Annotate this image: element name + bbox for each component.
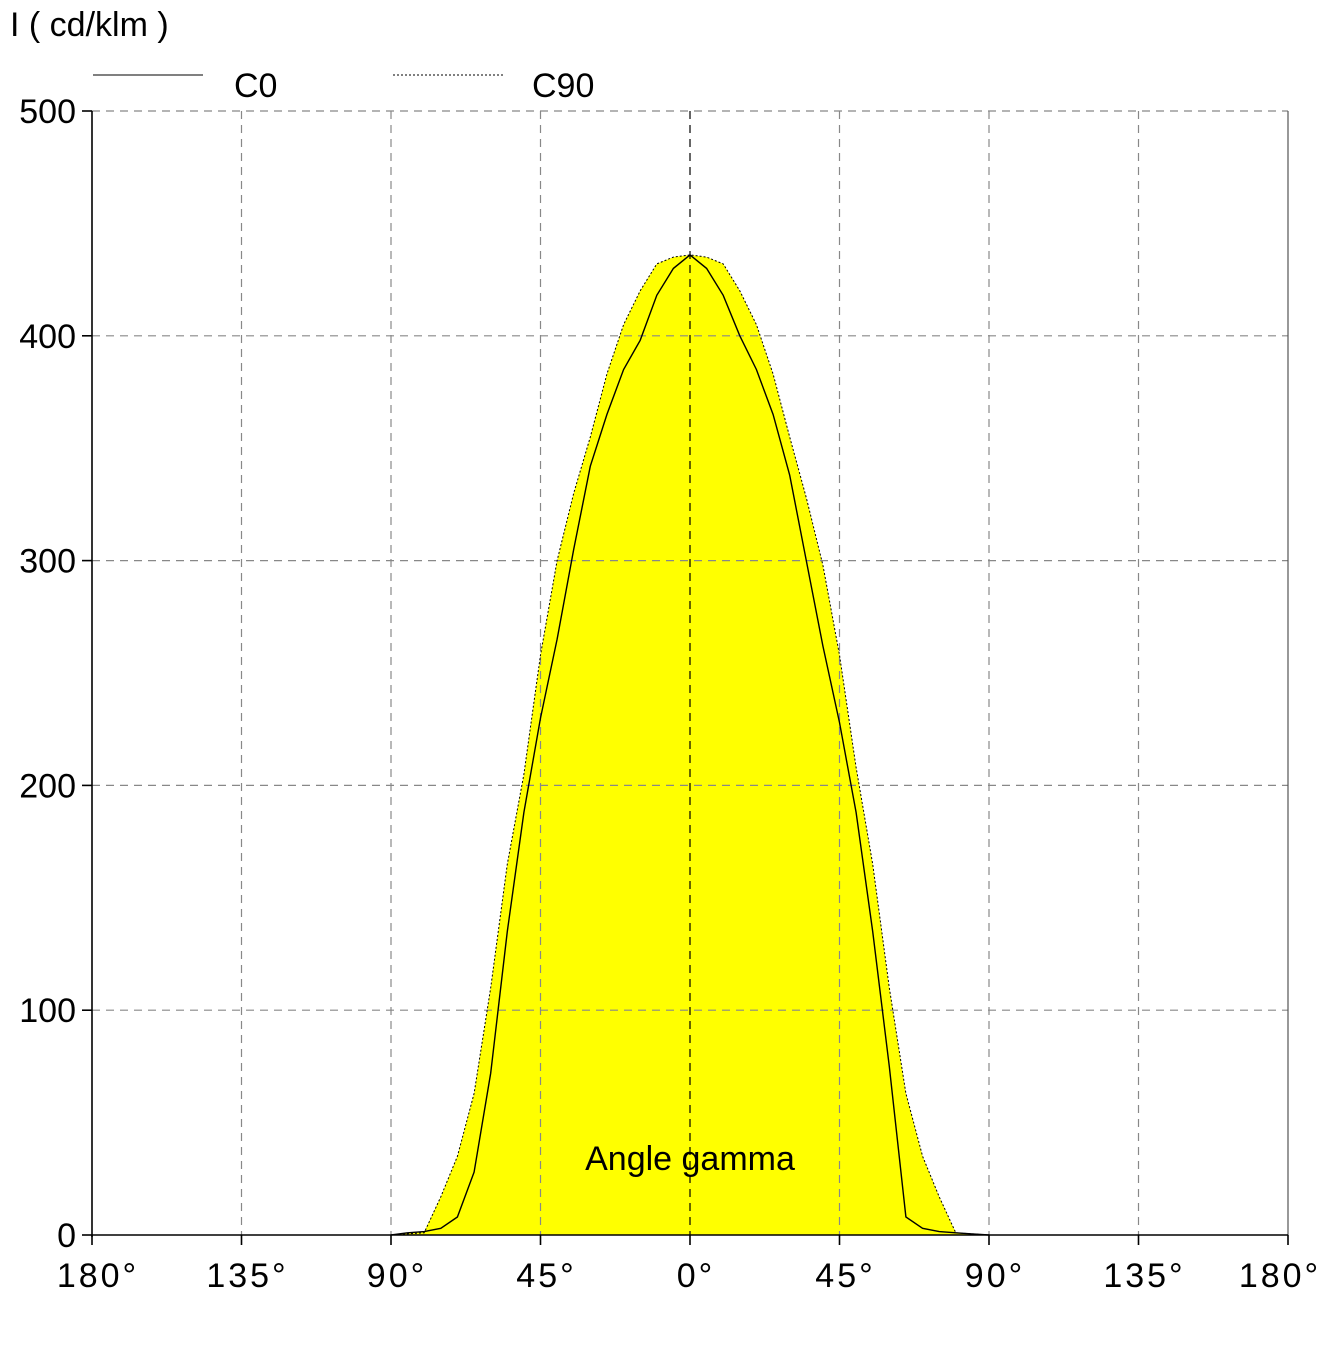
y-tick-label: 400 [19,318,76,356]
series-line-c90 [390,254,990,1236]
grid [92,110,1289,1235]
legend: C0 C90 [93,67,594,105]
x-tick-label: 135° [1103,1257,1185,1295]
x-tick-label: 135° [206,1257,288,1295]
y-tick-label: 100 [19,992,76,1030]
legend-label-c90: C90 [532,67,594,105]
x-axis-label: Angle gamma [585,1140,795,1178]
x-tick-label: 180° [57,1257,139,1295]
series-lines [390,253,990,1236]
x-tick-label: 0° [677,1257,716,1295]
y-tick-labels: 0 100 200 300 400 500 [19,93,76,1255]
x-tick-labels: 180° 135° 90° 45° 0° 45° 90° 135° 180° [57,1257,1321,1295]
x-tick-label: 45° [815,1257,875,1295]
x-tick-label: 90° [965,1257,1025,1295]
axes [82,110,1289,1245]
series-line-c0 [390,253,990,1236]
x-tick-label: 45° [516,1257,576,1295]
y-tick-label: 500 [19,93,76,131]
x-tick-label: 90° [367,1257,427,1295]
y-tick-label: 0 [57,1217,76,1255]
y-tick-label: 300 [19,543,76,581]
x-tick-label: 180° [1239,1257,1321,1295]
y-tick-label: 200 [19,767,76,805]
y-axis-label: I ( cd/klm ) [10,6,169,44]
legend-label-c0: C0 [234,67,277,105]
